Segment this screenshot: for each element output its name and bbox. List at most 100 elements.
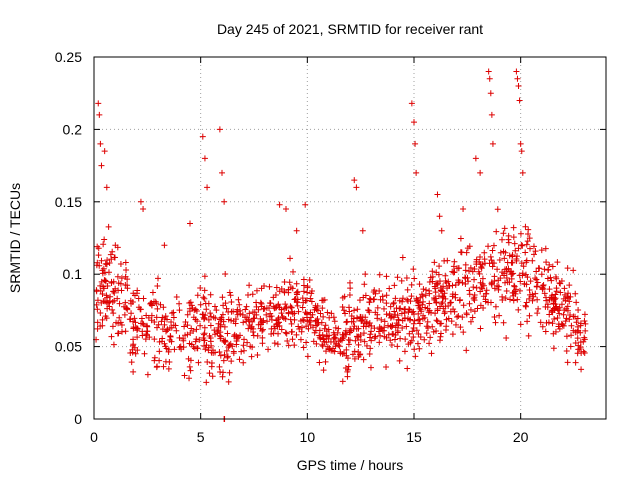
data-point [130,336,137,343]
data-point [459,314,466,321]
data-point [167,333,174,340]
data-point [561,285,568,292]
data-point [489,140,496,147]
data-point [331,318,338,325]
data-point [416,281,423,288]
data-point [122,328,129,335]
data-point [153,300,160,307]
data-point [536,265,543,272]
data-point [94,243,101,250]
data-point [225,378,232,385]
data-point [224,353,231,360]
data-point [221,323,228,330]
data-point [440,283,447,290]
data-point [176,334,183,341]
data-point [187,220,193,227]
data-point [219,169,225,176]
data-point [524,238,531,245]
data-point [431,259,438,266]
data-point [404,286,411,293]
data-point [122,282,129,289]
data-point [432,285,439,292]
data-point [330,335,337,342]
data-point [201,342,208,349]
data-point [428,350,435,357]
data-point [126,316,133,323]
data-point [110,310,117,317]
data-point [351,323,358,330]
data-point [260,317,267,324]
data-point [224,330,231,337]
data-point [276,201,283,208]
data-point [354,315,361,322]
data-point [217,352,224,359]
data-point [276,322,283,329]
data-point [558,301,565,308]
data-point [515,245,522,252]
data-point [259,334,266,341]
data-point [249,291,256,298]
data-point [372,309,379,316]
data-point [281,305,288,312]
data-point [419,293,426,300]
data-point [129,298,136,305]
data-point [282,301,289,308]
data-point [442,278,449,285]
data-point [170,322,177,329]
data-point [332,324,339,331]
data-point [404,365,411,372]
y-tick-label: 0.15 [55,194,82,210]
data-point [312,327,319,334]
data-point [115,330,122,337]
x-axis-title: GPS time / hours [297,457,404,473]
data-point [429,268,436,275]
data-point [457,235,464,242]
data-point [220,369,227,376]
data-point [572,340,579,347]
data-point [410,266,417,273]
data-point [388,342,395,349]
data-point [516,287,523,294]
data-point [511,240,518,247]
data-point [194,318,201,325]
data-point [435,293,442,300]
data-point [415,317,422,324]
data-point [342,327,349,334]
data-point [550,300,557,307]
data-point [423,323,430,330]
data-point [470,284,477,291]
data-point [319,341,326,348]
data-point [98,278,105,285]
data-point [228,308,235,315]
data-point [270,294,277,301]
data-point [259,340,266,347]
data-point [105,269,112,276]
data-point [117,280,124,287]
data-point [240,319,247,326]
data-point [151,357,158,364]
data-point [408,281,415,288]
data-point [124,285,131,292]
data-point [510,297,517,304]
data-point [368,337,375,344]
data-point [304,353,311,360]
data-point [509,252,516,259]
data-point [408,293,415,300]
data-point [436,213,443,220]
data-point [112,242,119,249]
data-point [511,282,518,289]
data-point [371,325,378,332]
data-point [509,270,516,277]
data-point [518,241,525,248]
data-point [541,266,548,273]
data-point [410,333,417,340]
data-point [352,337,359,344]
data-point [524,274,531,281]
data-point [208,363,215,370]
data-point [351,355,358,362]
data-point [420,286,427,293]
data-point [574,350,581,357]
data-point [286,279,293,286]
data-point [427,334,434,341]
data-point [431,294,438,301]
